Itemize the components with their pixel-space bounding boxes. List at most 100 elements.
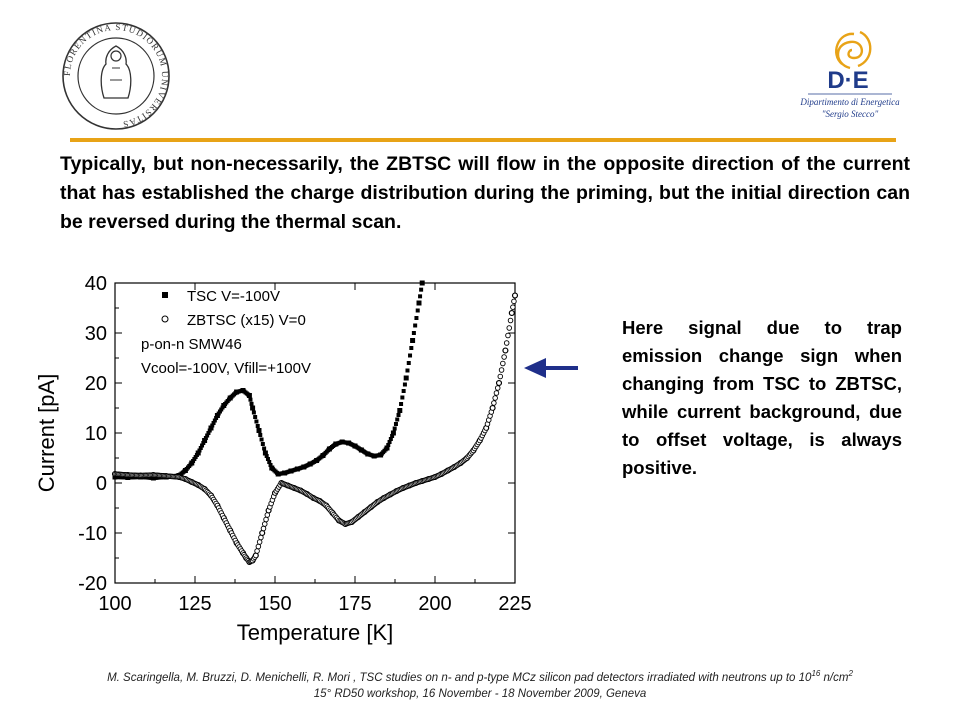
zbtsc-point [263, 516, 269, 523]
zbtsc-point [507, 317, 514, 324]
tsc-point [414, 316, 419, 320]
zbtsc-point [260, 525, 267, 532]
x-tick-label: 100 [98, 593, 131, 615]
tsc-point [197, 448, 202, 453]
zbtsc-point [259, 530, 265, 536]
zbtsc-point [498, 367, 505, 373]
tsc-point [196, 451, 201, 455]
tsc-point [212, 418, 217, 423]
x-tick-label: 225 [498, 593, 531, 615]
legend-marker-tsc [162, 292, 168, 298]
tsc-point [390, 434, 395, 438]
x-tick-label: 200 [418, 593, 451, 615]
tsc-point [203, 436, 208, 440]
tsc-point [265, 457, 270, 461]
tsc-point [419, 287, 424, 292]
header-divider [70, 138, 896, 142]
tsc-point [253, 415, 258, 419]
tsc-point [206, 431, 211, 435]
zbtsc-point [258, 534, 264, 541]
citation-exponent: 16 [811, 669, 821, 679]
tsc-point [210, 423, 215, 428]
x-tick-label: 125 [178, 593, 211, 615]
zbtsc-point [509, 310, 515, 316]
zbtsc-point [264, 512, 271, 518]
legend-note-conditions: Vcool=-100V, Vfill=+100V [141, 360, 311, 377]
tsc-point [207, 428, 212, 433]
tsc-point [209, 426, 213, 430]
dept-brand: D·E [827, 67, 868, 94]
tsc-point [251, 410, 256, 415]
tsc-point [391, 431, 396, 435]
tsc-point [395, 417, 400, 422]
zbtsc-point [491, 400, 497, 406]
dept-dedication: "Sergio Stecco" [822, 109, 879, 119]
tsc-point [396, 413, 401, 417]
citation-line-2: 15° RD50 workshop, 16 November - 18 Nove… [313, 688, 647, 700]
tsc-point [248, 397, 253, 402]
zbtsc-point [497, 373, 504, 380]
zbtsc-point [494, 385, 501, 391]
zbtsc-point [492, 395, 498, 401]
zbtsc-point [505, 332, 511, 339]
left-arrow-icon [522, 356, 580, 380]
tsc-point [397, 408, 402, 413]
x-tick-label: 150 [258, 593, 291, 615]
y-tick-label: -10 [78, 523, 107, 545]
tsc-point [418, 294, 423, 299]
tsc-point [401, 389, 406, 393]
tsc-point [198, 446, 203, 450]
series-zbtsc [111, 292, 519, 566]
tsc-point [259, 437, 264, 442]
tsc-point [260, 442, 265, 446]
dept-name: Dipartimento di Energetica [799, 97, 900, 107]
tsc-point [387, 440, 392, 444]
zbtsc-point [254, 548, 260, 554]
tsc-point [420, 281, 425, 285]
x-tick-label: 175 [338, 593, 371, 615]
tsc-point [415, 308, 420, 313]
university-seal-icon: FLORENTINA STUDIORUM UNIVERSITAS [60, 20, 172, 132]
tsc-point [268, 463, 273, 467]
tsc-point [263, 451, 268, 455]
zbtsc-point [501, 354, 507, 360]
plot-frame [114, 282, 516, 584]
y-tick-label: 30 [85, 323, 107, 345]
tsc-point [404, 376, 409, 380]
y-axis-label: Current [pA] [34, 374, 59, 493]
zbtsc-point [506, 325, 512, 331]
tsc-point [257, 428, 261, 433]
tsc-point [258, 433, 263, 437]
chart-legend: TSC V=-100V ZBTSC (x15) V=0 p-on-n SMW46 Vc… [141, 288, 311, 377]
zbtsc-point [511, 298, 517, 305]
tsc-point [413, 323, 418, 328]
citation-authors: M. Scaringella, M. Bruzzi, D. Menichelli… [107, 672, 812, 684]
chart-axes: 100 125 150 175 200 225 -20 -10 0 10 20 30 40 Tempera… [34, 273, 532, 645]
tsc-point [406, 361, 411, 365]
tsc-point [392, 426, 397, 431]
y-tick-label: 10 [85, 423, 107, 445]
tsc-point [385, 446, 389, 450]
tsc-point [202, 438, 207, 443]
side-note: Here signal due to trap emission change … [622, 317, 902, 478]
tsc-point [262, 446, 267, 451]
tsc-point [400, 395, 405, 400]
tsc-point [247, 393, 252, 398]
zbtsc-point [256, 539, 263, 545]
intro-paragraph: Typically, but non-necessarily, the ZBTS… [60, 153, 910, 233]
tsc-point [205, 433, 210, 438]
zbtsc-point [512, 292, 518, 299]
tsc-point [249, 401, 254, 406]
y-tick-label: 0 [96, 473, 107, 495]
tsc-point [405, 368, 410, 373]
zbtsc-point [262, 521, 268, 527]
tsc-point [393, 422, 398, 426]
tsc-point [417, 301, 421, 305]
y-tick-label: 40 [85, 273, 107, 295]
zbtsc-point [493, 390, 500, 396]
tsc-point [399, 402, 404, 406]
legend-note-sample: p-on-n SMW46 [141, 336, 242, 353]
zbtsc-point [510, 304, 516, 310]
tsc-point [411, 331, 416, 335]
citation-unit-exponent: 2 [848, 669, 853, 679]
